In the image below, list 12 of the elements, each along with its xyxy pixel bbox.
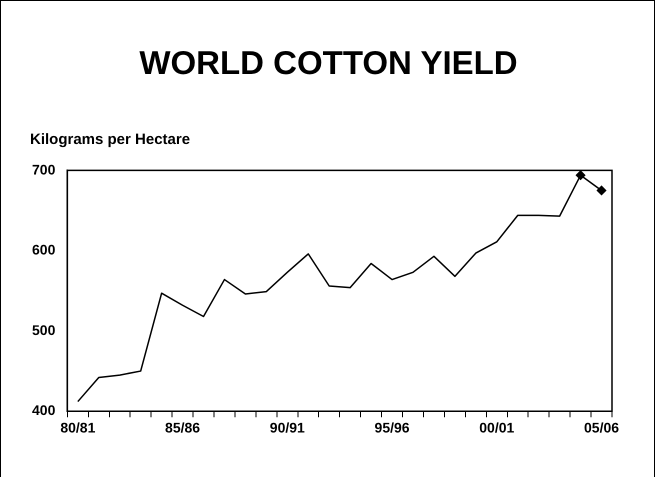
x-tick-label: 90/91 <box>270 419 306 436</box>
x-tick-label: 85/86 <box>165 419 200 436</box>
y-axis-title: Kilograms per Hectare <box>30 131 190 148</box>
chart-title: WORLD COTTON YIELD <box>138 44 519 82</box>
y-tick-label: 600 <box>32 242 56 258</box>
y-tick-label: 400 <box>32 402 56 418</box>
x-tick-label: 05/06 <box>584 419 620 436</box>
x-tick-label: 00/01 <box>479 419 515 436</box>
y-tick-label: 500 <box>32 322 56 338</box>
x-tick-label: 80/81 <box>60 419 96 436</box>
x-tick-label: 95/96 <box>374 419 410 436</box>
y-tick-label: 700 <box>32 161 56 178</box>
